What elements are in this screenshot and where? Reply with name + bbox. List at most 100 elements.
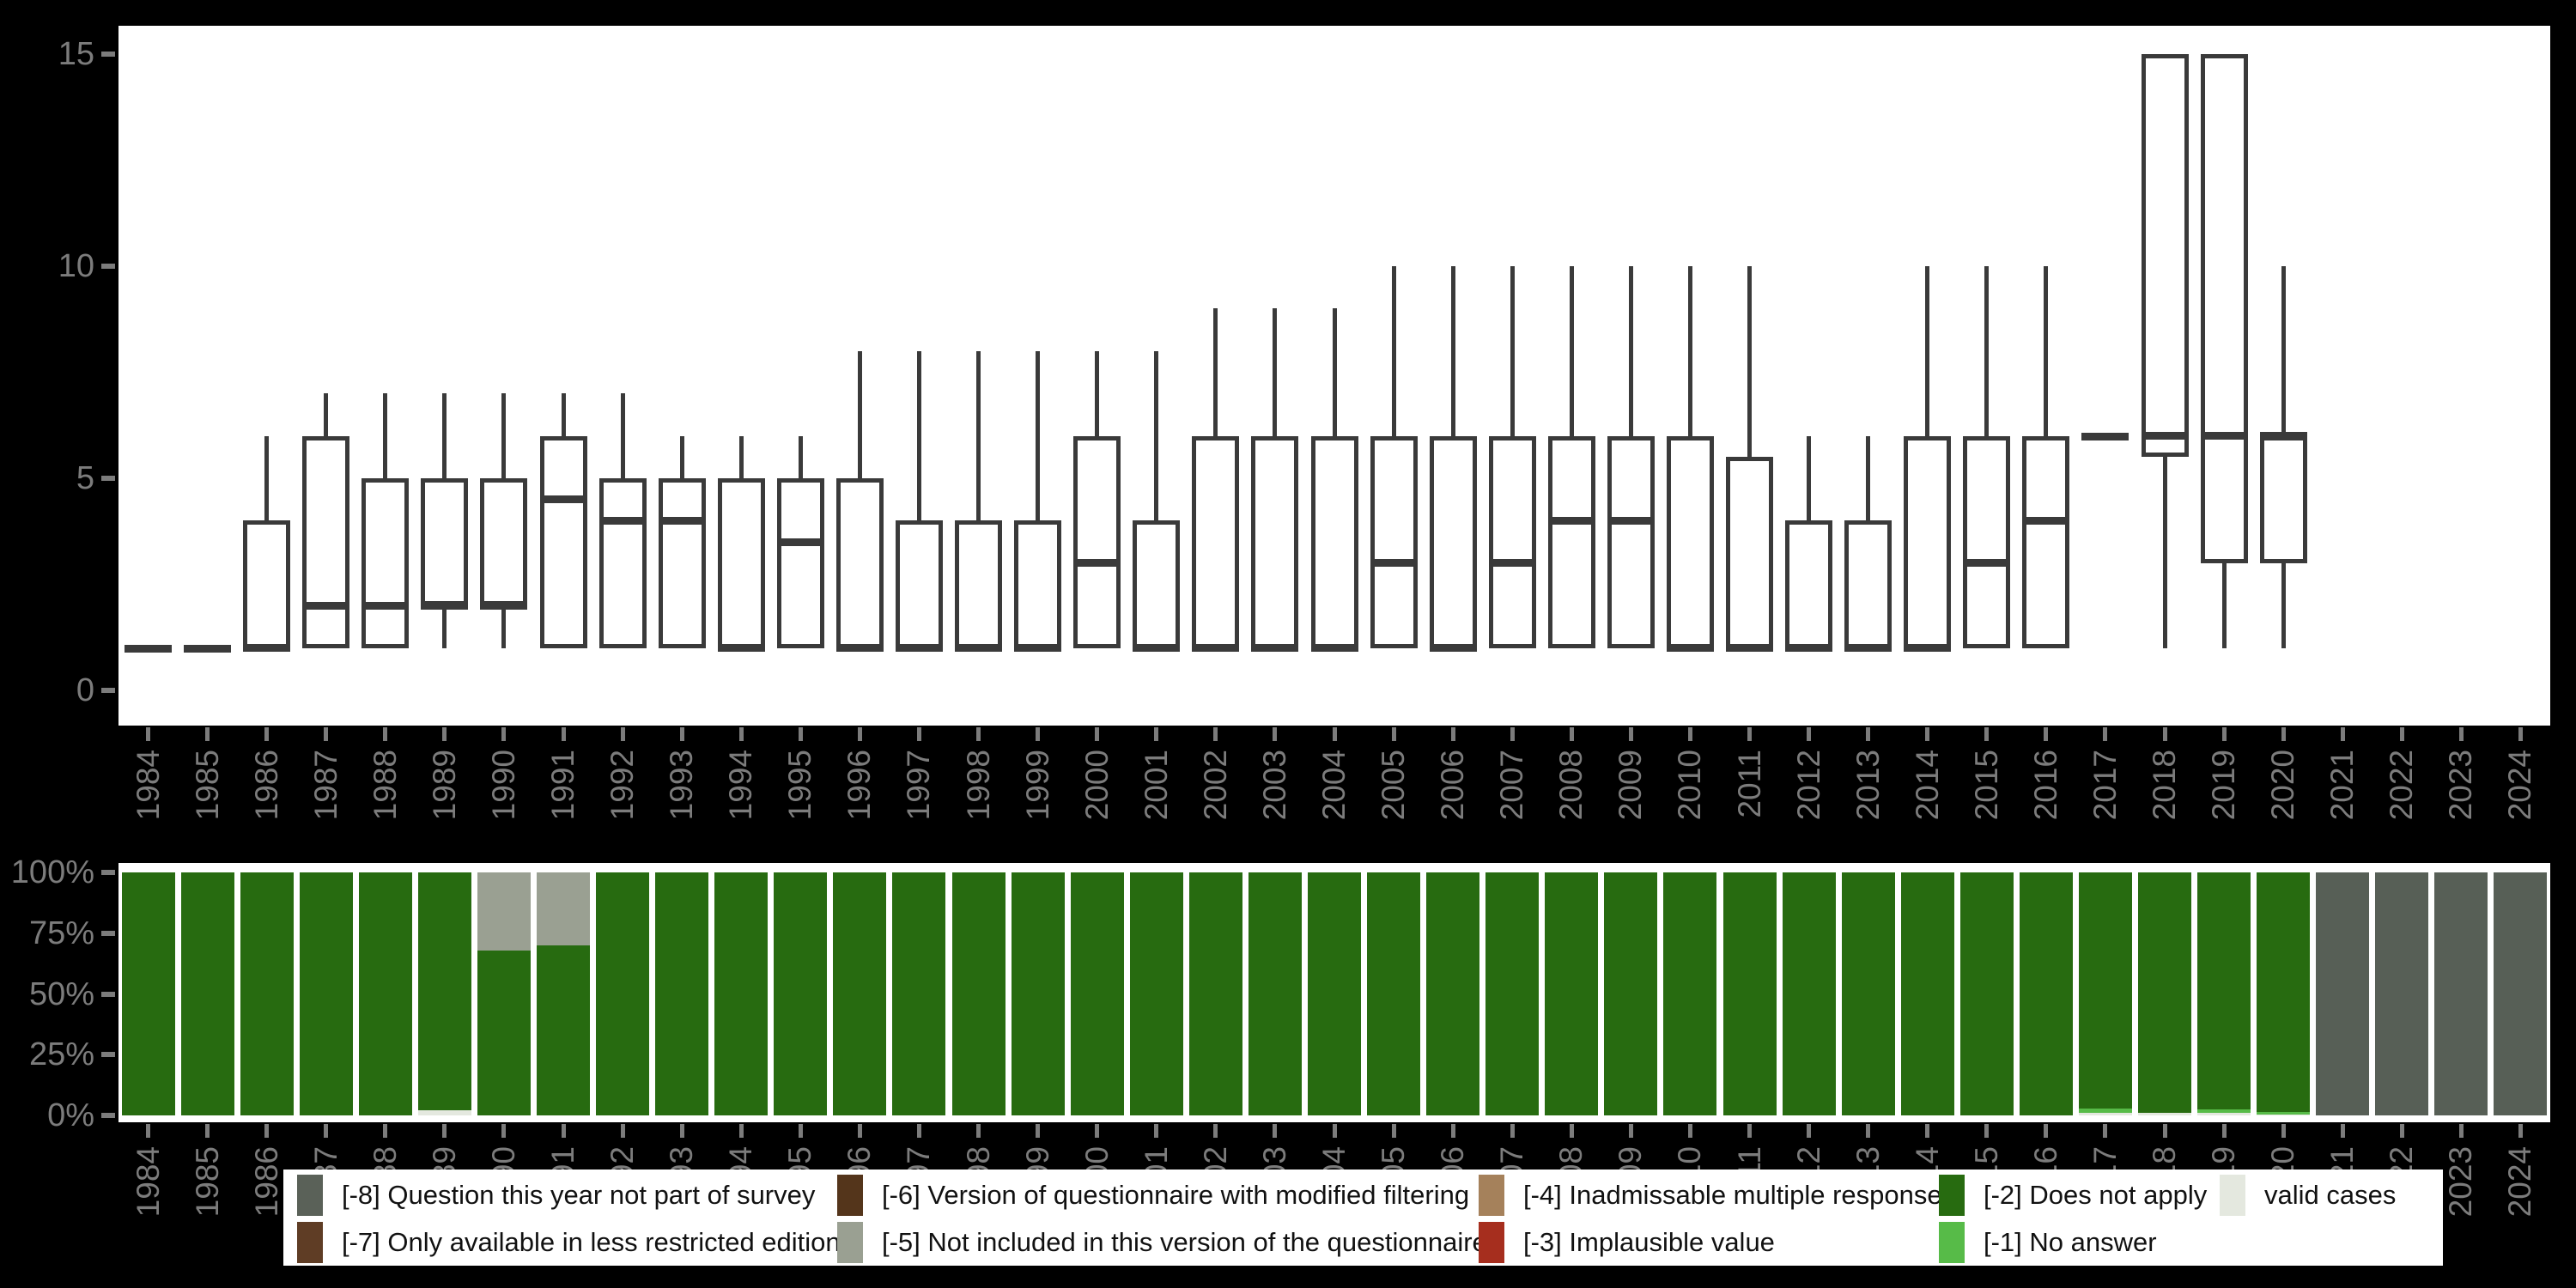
xtick-label-2018: 2018 bbox=[2147, 750, 2183, 821]
legend-swatch--2 bbox=[1939, 1175, 1965, 1216]
boxplot-median-1997 bbox=[895, 644, 943, 653]
xtick-mark-1988 bbox=[383, 727, 388, 741]
boxplot-median-dash-1985 bbox=[184, 644, 232, 653]
xtick-label-2001: 2001 bbox=[1138, 750, 1174, 821]
boxplot-median-2003 bbox=[1251, 644, 1299, 653]
boxplot-whisker-1999 bbox=[1036, 350, 1041, 648]
bar-1999-does_not_apply bbox=[1011, 872, 1065, 1115]
bar-2021-not_part_of_survey bbox=[2316, 872, 2370, 1115]
xtick-label-1985: 1985 bbox=[189, 750, 225, 821]
legend-swatch--5 bbox=[837, 1222, 863, 1263]
xtick-mark-2005 bbox=[1391, 727, 1396, 741]
xtick-label-2015: 2015 bbox=[1968, 750, 2004, 821]
xtick-mark-2005 bbox=[1391, 1124, 1396, 1138]
xtick-mark-2020 bbox=[2281, 1124, 2286, 1138]
xtick-label-1989: 1989 bbox=[426, 750, 462, 821]
bar-2024-not_part_of_survey bbox=[2494, 872, 2548, 1115]
missing-bars-panel bbox=[118, 863, 2550, 1122]
bar-1990-not_included_version bbox=[477, 872, 531, 951]
xtick-mark-1991 bbox=[561, 1124, 566, 1138]
boxplot-median-2001 bbox=[1133, 644, 1181, 653]
xtick-mark-2024 bbox=[2518, 727, 2523, 741]
xtick-label-1993: 1993 bbox=[664, 750, 700, 821]
boxplot-median-dash-1984 bbox=[125, 644, 173, 653]
xtick-mark-2010 bbox=[1687, 727, 1692, 741]
boxplot-box-1996 bbox=[835, 478, 884, 648]
bar-1984-does_not_apply bbox=[121, 872, 175, 1115]
xtick-mark-2012 bbox=[1807, 1124, 1812, 1138]
xtick-label-2004: 2004 bbox=[1316, 750, 1352, 821]
legend-swatch--7 bbox=[297, 1222, 323, 1263]
bar-2017-no_answer bbox=[2078, 1108, 2132, 1114]
bar-1994-does_not_apply bbox=[714, 872, 769, 1115]
bar-2002-does_not_apply bbox=[1188, 872, 1242, 1115]
legend-item--1: [-1] No answer bbox=[1939, 1221, 2157, 1264]
legend-swatch--1 bbox=[1939, 1222, 1965, 1263]
xtick-mark-2016 bbox=[2044, 1124, 2049, 1138]
xtick-mark-1993 bbox=[679, 1124, 684, 1138]
boxplot-box-2001 bbox=[1133, 520, 1181, 648]
bars-ytick-mark-50 bbox=[101, 991, 115, 997]
xtick-mark-2002 bbox=[1213, 727, 1218, 741]
xtick-label-1986: 1986 bbox=[248, 1146, 284, 1218]
boxplot-median-2016 bbox=[2022, 516, 2070, 525]
boxplot-median-1989 bbox=[421, 601, 469, 610]
bar-2009-does_not_apply bbox=[1604, 872, 1658, 1115]
xtick-mark-2012 bbox=[1807, 727, 1812, 741]
legend-item-valid: valid cases bbox=[2220, 1174, 2396, 1217]
xtick-mark-2001 bbox=[1154, 727, 1159, 741]
xtick-mark-1997 bbox=[916, 727, 921, 741]
boxplot-median-2006 bbox=[1429, 644, 1477, 653]
bar-1989-does_not_apply bbox=[417, 872, 471, 1111]
xtick-mark-1987 bbox=[324, 727, 329, 741]
xtick-label-2021: 2021 bbox=[2324, 750, 2360, 821]
xtick-mark-2015 bbox=[1984, 1124, 1990, 1138]
bar-1986-does_not_apply bbox=[240, 872, 294, 1115]
bar-2017-does_not_apply bbox=[2078, 872, 2132, 1109]
legend-item--3: [-3] Implausible value bbox=[1479, 1221, 1775, 1264]
xtick-label-1985: 1985 bbox=[189, 1146, 225, 1218]
boxplot-median-2009 bbox=[1607, 516, 1655, 525]
xtick-label-1984: 1984 bbox=[130, 750, 166, 821]
xtick-mark-1985 bbox=[205, 1124, 210, 1138]
boxplot-median-2002 bbox=[1192, 644, 1240, 653]
xtick-mark-1995 bbox=[798, 1124, 803, 1138]
boxplot-ytick-mark-5 bbox=[101, 476, 115, 481]
boxplot-ytick-label-5: 5 bbox=[76, 460, 94, 496]
boxplot-median-2007 bbox=[1488, 559, 1536, 568]
boxplot-ytick-label-15: 15 bbox=[58, 36, 94, 72]
xtick-mark-2014 bbox=[1925, 1124, 1930, 1138]
bar-1998-does_not_apply bbox=[951, 872, 1005, 1115]
boxplot-box-2011 bbox=[1726, 457, 1773, 648]
bar-2006-does_not_apply bbox=[1426, 872, 1480, 1115]
boxplot-box-2018 bbox=[2141, 54, 2189, 458]
bar-2022-not_part_of_survey bbox=[2375, 872, 2429, 1115]
legend-swatch--6 bbox=[837, 1175, 863, 1216]
bar-2013-does_not_apply bbox=[1841, 872, 1895, 1115]
xtick-label-2012: 2012 bbox=[1790, 750, 1826, 821]
xtick-label-1987: 1987 bbox=[307, 750, 343, 821]
xtick-mark-2013 bbox=[1866, 1124, 1871, 1138]
xtick-mark-1989 bbox=[442, 1124, 447, 1138]
legend-item--2: [-2] Does not apply bbox=[1939, 1174, 2207, 1217]
xtick-mark-2001 bbox=[1154, 1124, 1159, 1138]
xtick-mark-1984 bbox=[146, 727, 151, 741]
boxplot-whisker-1998 bbox=[976, 350, 981, 648]
xtick-label-2016: 2016 bbox=[2027, 750, 2063, 821]
xtick-label-1994: 1994 bbox=[723, 750, 759, 821]
legend-label--6: [-6] Version of questionnaire with modif… bbox=[882, 1180, 1470, 1210]
boxplot-median-dash-2017 bbox=[2081, 432, 2129, 440]
bar-2019-no_answer bbox=[2197, 1109, 2251, 1114]
xtick-mark-2002 bbox=[1213, 1124, 1218, 1138]
xtick-label-2003: 2003 bbox=[1256, 750, 1292, 821]
xtick-mark-2013 bbox=[1866, 727, 1871, 741]
boxplot-median-1995 bbox=[776, 538, 824, 546]
xtick-mark-1989 bbox=[442, 727, 447, 741]
boxplot-ytick-mark-15 bbox=[101, 52, 115, 57]
xtick-label-2002: 2002 bbox=[1197, 750, 1233, 821]
xtick-label-2009: 2009 bbox=[1613, 750, 1649, 821]
boxplot-median-1988 bbox=[361, 601, 410, 610]
boxplot-median-2004 bbox=[1310, 644, 1358, 653]
xtick-label-2023: 2023 bbox=[2443, 750, 2479, 821]
boxplot-box-1987 bbox=[302, 435, 350, 648]
